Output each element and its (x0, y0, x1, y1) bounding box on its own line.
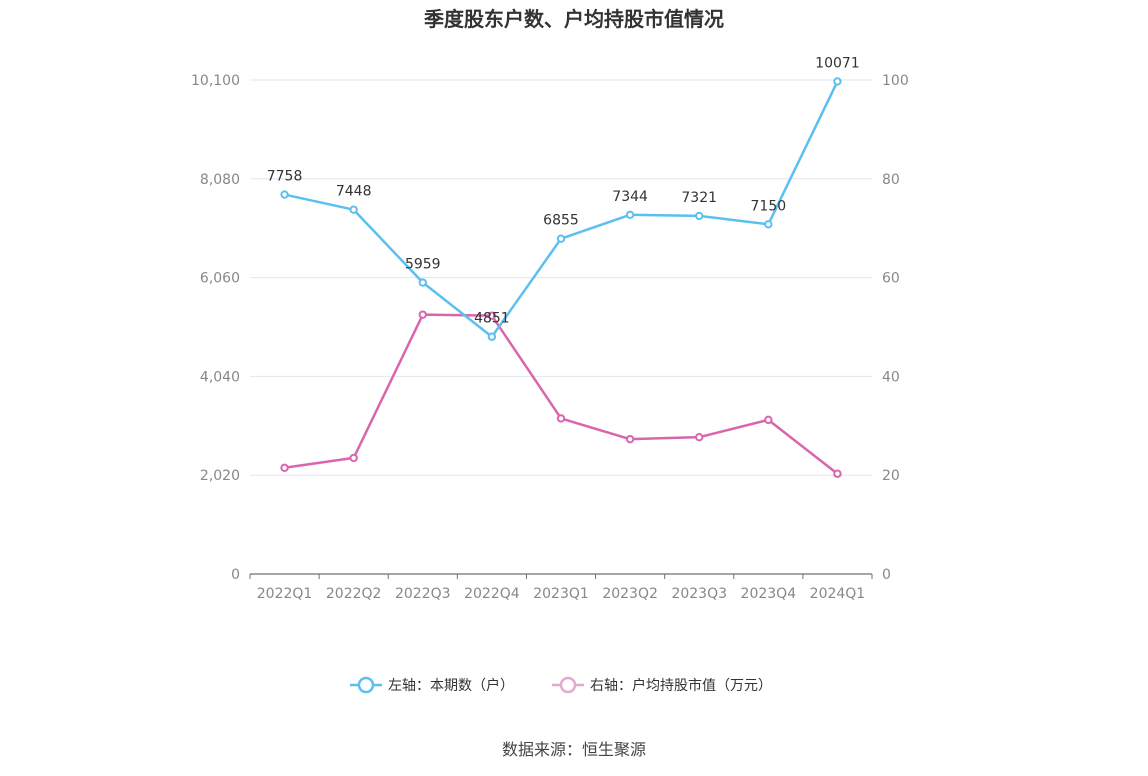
series: 7758 7448 5959 4851 6855 7344 7321 7150 10071 (267, 55, 860, 478)
right-axis-tick-label: 100 (882, 73, 909, 89)
data-label: 7321 (681, 190, 717, 206)
left-axis-tick-label: 4,040 (200, 369, 240, 385)
data-point[interactable] (556, 234, 566, 243)
data-point[interactable] (833, 77, 842, 86)
data-point[interactable] (833, 469, 842, 478)
x-axis-tick-label: 2023Q2 (602, 586, 658, 602)
legend[interactable]: 左轴：本期数（户） 右轴：户均持股市值（万元） (350, 676, 772, 694)
data-point[interactable] (487, 332, 497, 341)
legend-label: 右轴：户均持股市值（万元） (590, 677, 772, 694)
series-line-right (284, 313, 839, 475)
data-label: 7150 (751, 198, 787, 214)
right-axis-tick-label: 60 (882, 271, 900, 287)
legend-label: 左轴：本期数（户） (388, 677, 514, 694)
legend-item-left[interactable]: 左轴：本期数（户） (350, 676, 514, 694)
right-axis-tick-label: 40 (882, 369, 900, 385)
left-axis-tick-label: 8,080 (200, 172, 240, 188)
data-point[interactable] (695, 211, 704, 221)
data-point[interactable] (418, 310, 427, 319)
data-point[interactable] (418, 278, 427, 287)
x-axis-tick-label: 2022Q3 (395, 586, 451, 602)
data-point[interactable] (556, 414, 566, 423)
data-point[interactable] (695, 432, 704, 442)
data-point[interactable] (764, 415, 773, 425)
right-axis-tick-label: 80 (882, 172, 900, 188)
x-axis-tick-label: 2022Q1 (257, 586, 313, 602)
data-point[interactable] (280, 190, 289, 199)
chart-title: 季度股东户数、户均持股市值情况 (423, 7, 724, 31)
grid (250, 79, 872, 476)
data-point[interactable] (487, 311, 497, 320)
axes: 0 2,020 4,040 6,060 8,080 10,100 0 20 40 60 80 100 2… (191, 73, 909, 602)
left-axis-tick-label: 6,060 (200, 271, 240, 287)
x-axis-tick-label: 2022Q4 (464, 586, 520, 602)
data-label: 5959 (405, 257, 441, 273)
data-point[interactable] (349, 453, 358, 463)
x-axis-tick-label: 2023Q4 (741, 586, 797, 602)
source-text: 数据来源：恒生聚源 (502, 740, 646, 759)
data-point[interactable] (280, 463, 289, 472)
x-axis-tick-label: 2022Q2 (326, 586, 382, 602)
left-axis-tick-label: 2,020 (200, 468, 240, 484)
x-axis-tick-label: 2023Q3 (671, 586, 727, 602)
x-axis-tick-label: 2023Q1 (533, 586, 589, 602)
legend-marker-icon (357, 676, 375, 694)
data-label: 10071 (815, 55, 860, 71)
left-axis-tick-label: 0 (231, 567, 240, 583)
data-point[interactable] (349, 205, 358, 214)
data-label: 6855 (543, 213, 579, 229)
data-point[interactable] (625, 210, 635, 219)
x-axis-tick-label: 2024Q1 (810, 586, 866, 602)
legend-item-right[interactable]: 右轴：户均持股市值（万元） (552, 676, 772, 694)
data-label: 4851 (474, 311, 510, 327)
legend-marker-icon (559, 676, 577, 694)
right-axis-tick-label: 20 (882, 468, 900, 484)
data-label: 7448 (336, 184, 372, 200)
left-axis-tick-label: 10,100 (191, 73, 240, 89)
data-label: 7344 (612, 189, 648, 205)
right-axis-tick-label: 0 (882, 567, 891, 583)
data-point[interactable] (625, 434, 635, 444)
data-point[interactable] (764, 220, 773, 229)
data-label: 7758 (267, 169, 303, 185)
